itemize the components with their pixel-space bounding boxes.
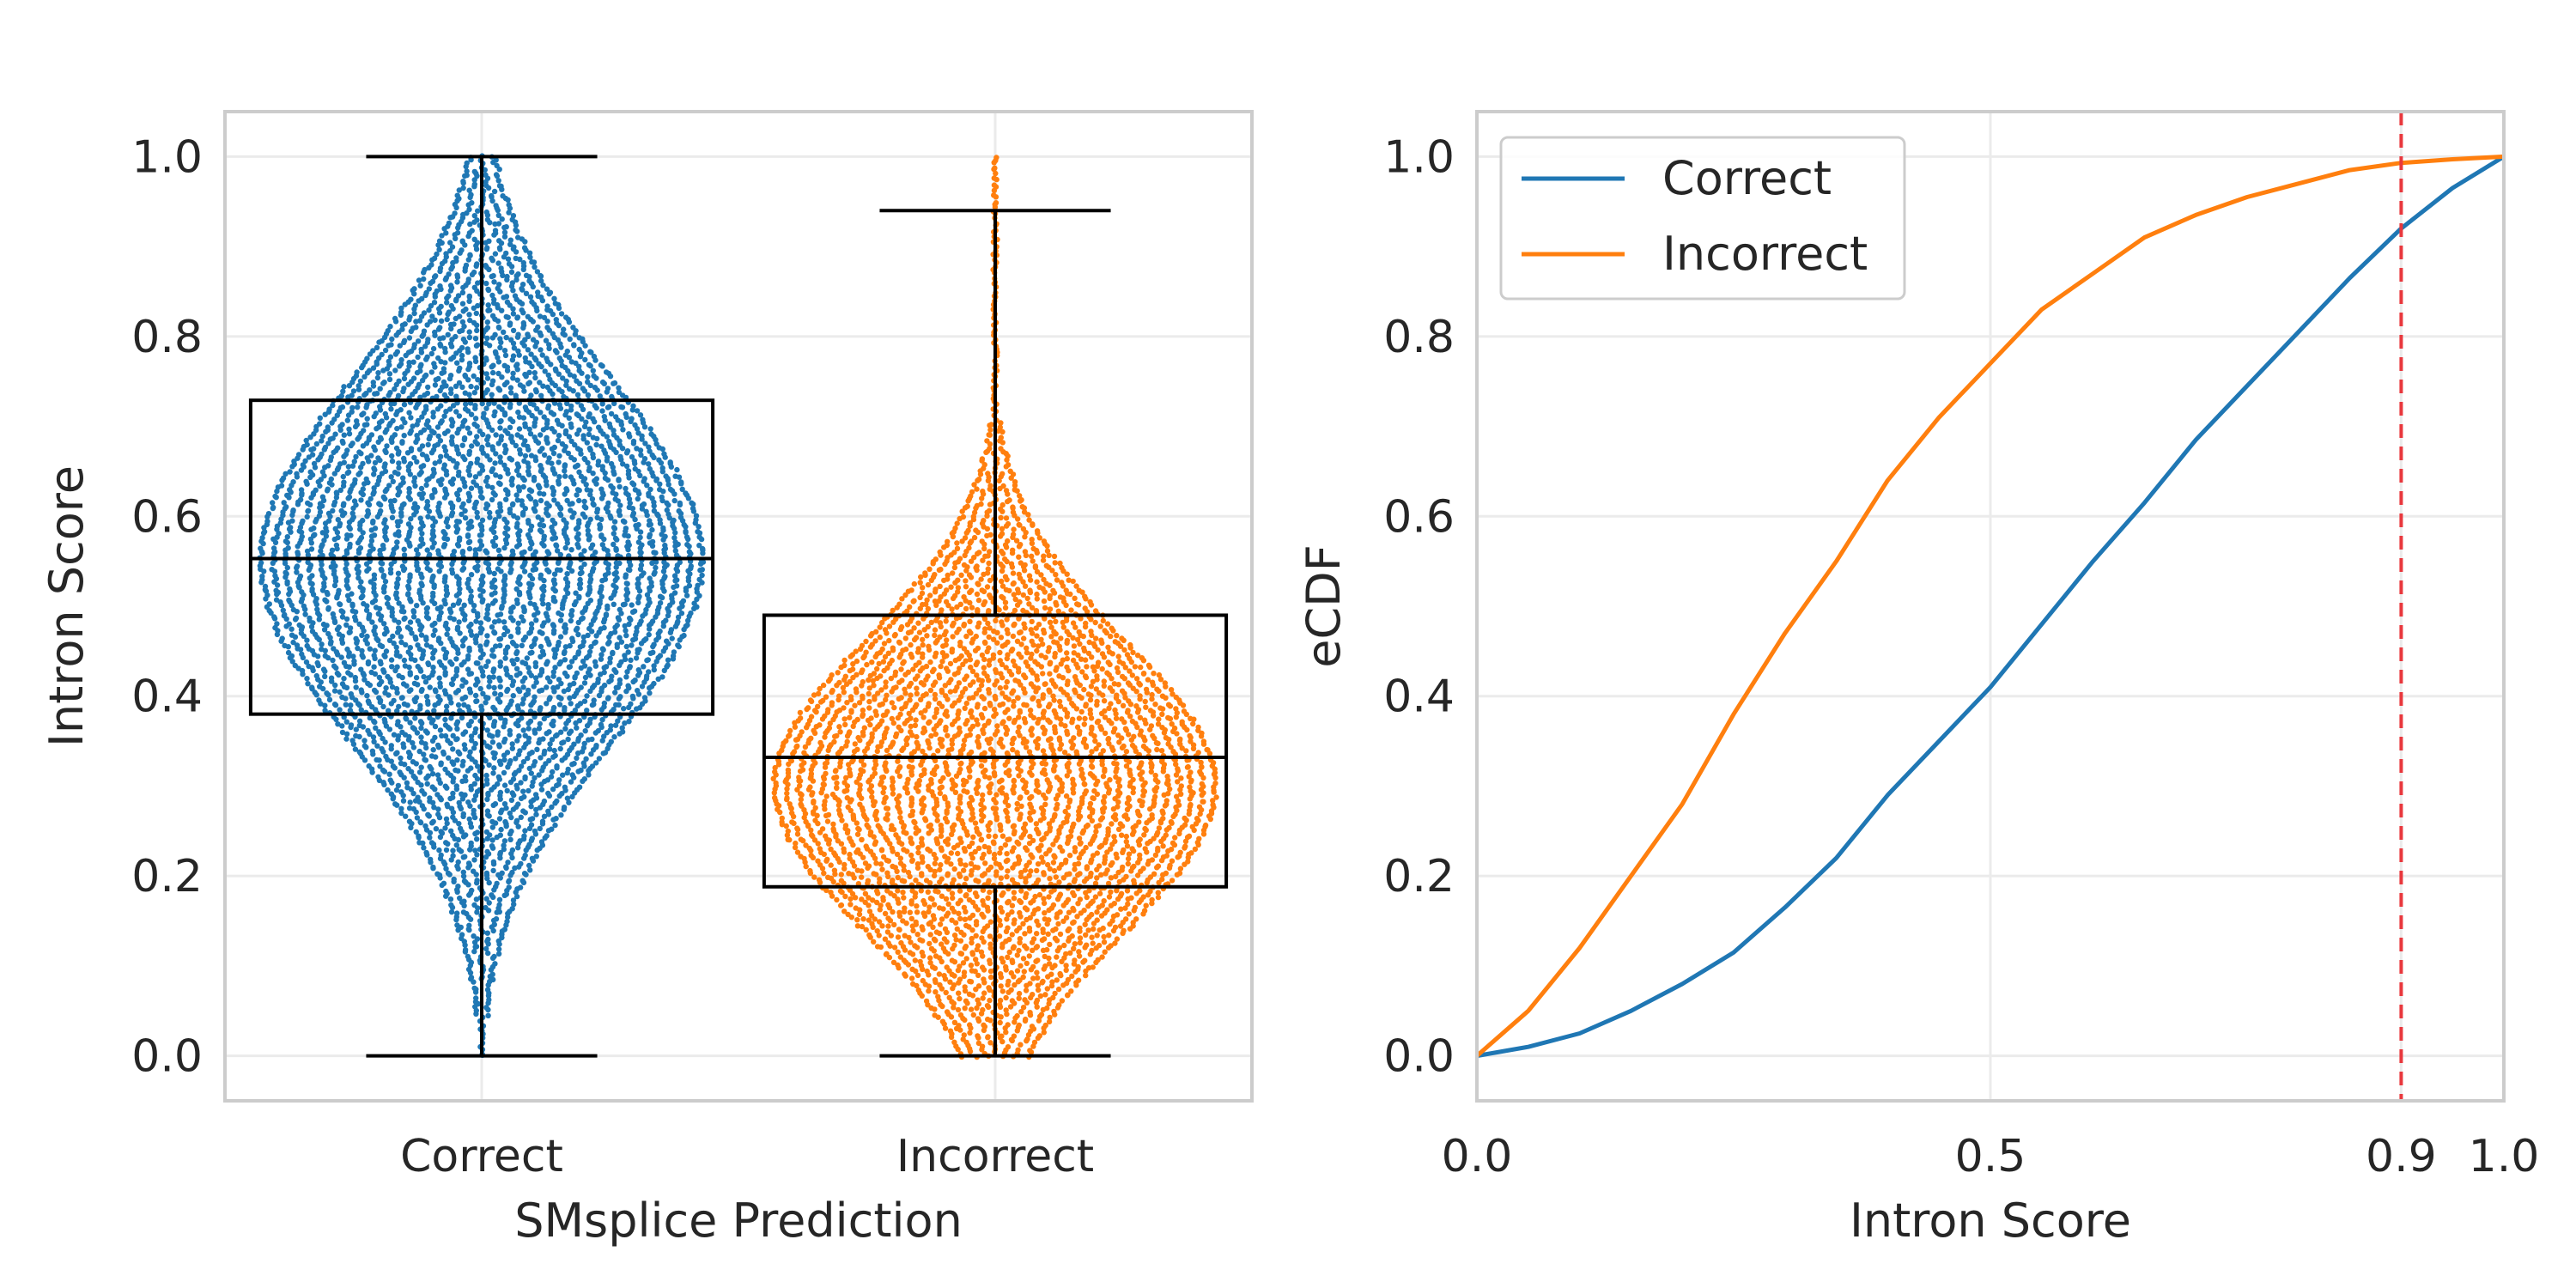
ecdf-y-tick-label: 0.2 bbox=[1383, 851, 1455, 902]
ecdf-x-tick-label: 0.0 bbox=[1442, 1131, 1513, 1182]
ecdf-lines bbox=[1475, 154, 2506, 1059]
boxswarm-y-tick-label: 0.2 bbox=[131, 851, 203, 902]
ecdf-x-tick-label: 0.9 bbox=[2366, 1131, 2437, 1182]
ecdf-x-ticks: 0.0 0.5 0.9 1.0 bbox=[1442, 1131, 2540, 1182]
ecdf-y-tick-label: 0.0 bbox=[1383, 1031, 1455, 1083]
boxswarm-y-tick-label: 0.0 bbox=[131, 1031, 203, 1083]
boxswarm-y-axis-label: Intron Score bbox=[39, 465, 94, 747]
boxswarm-x-tick-label: Incorrect bbox=[896, 1131, 1094, 1182]
legend-label-correct: Correct bbox=[1662, 151, 1832, 205]
boxswarm-x-axis-label: SMsplice Prediction bbox=[514, 1194, 963, 1248]
boxswarm-y-ticks: 0.0 0.2 0.4 0.6 0.8 1.0 bbox=[131, 131, 203, 1082]
ecdf-y-tick-label: 0.8 bbox=[1383, 312, 1455, 363]
ecdf-panel: 0.0 0.2 0.4 0.6 0.8 1.0 0.0 0.5 0.9 1.0 Intron S… bbox=[1297, 110, 2540, 1248]
ecdf-frame bbox=[1475, 110, 2506, 1103]
boxswarm-y-tick-label: 0.6 bbox=[131, 491, 203, 543]
box-plots bbox=[248, 155, 1229, 1058]
legend-label-incorrect: Incorrect bbox=[1662, 227, 1868, 281]
boxplot-correct bbox=[248, 155, 715, 1058]
ecdf-line-incorrect bbox=[1475, 154, 2505, 1058]
boxswarm-x-ticks: Correct Incorrect bbox=[400, 1131, 1094, 1182]
swarm-incorrect bbox=[770, 155, 1219, 1060]
ecdf-y-tick-label: 1.0 bbox=[1383, 131, 1455, 183]
swarm-points bbox=[257, 153, 1219, 1060]
ecdf-y-tick-label: 0.4 bbox=[1383, 671, 1455, 723]
boxswarm-y-tick-label: 1.0 bbox=[131, 131, 203, 183]
boxswarm-frame bbox=[223, 110, 1254, 1103]
ecdf-x-tick-label: 1.0 bbox=[2469, 1131, 2540, 1182]
boxswarm-y-tick-label: 0.4 bbox=[131, 671, 203, 723]
ecdf-x-tick-label: 0.5 bbox=[1955, 1131, 2026, 1182]
boxswarm-y-tick-label: 0.8 bbox=[131, 312, 203, 363]
ecdf-y-axis-label: eCDF bbox=[1297, 544, 1351, 668]
boxplot-incorrect bbox=[762, 209, 1229, 1058]
swarm-correct bbox=[257, 153, 707, 1059]
ecdf-line-correct bbox=[1476, 155, 2506, 1059]
ecdf-x-axis-label: Intron Score bbox=[1850, 1194, 2131, 1248]
legend: Correct Incorrect bbox=[1499, 136, 1906, 301]
boxswarm-x-tick-label: Correct bbox=[400, 1131, 563, 1182]
ecdf-y-ticks: 0.0 0.2 0.4 0.6 0.8 1.0 bbox=[1383, 131, 1455, 1082]
ecdf-y-tick-label: 0.6 bbox=[1383, 491, 1455, 543]
boxswarm-panel: 0.0 0.2 0.4 0.6 0.8 1.0 Correct Incorrect SMsp… bbox=[39, 110, 1254, 1248]
